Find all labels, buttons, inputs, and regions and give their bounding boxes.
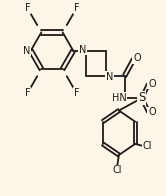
Text: Cl: Cl (113, 165, 122, 175)
Text: F: F (25, 3, 30, 13)
Text: O: O (133, 53, 141, 63)
Text: O: O (148, 107, 156, 117)
Text: S: S (138, 92, 145, 104)
Text: N: N (79, 45, 86, 55)
Text: N: N (106, 72, 113, 82)
Text: Cl: Cl (143, 141, 152, 151)
Text: F: F (74, 3, 79, 13)
Text: N: N (23, 46, 30, 56)
Text: HN: HN (112, 93, 127, 103)
Text: O: O (148, 79, 156, 89)
Text: F: F (25, 88, 30, 98)
Text: F: F (74, 88, 79, 98)
